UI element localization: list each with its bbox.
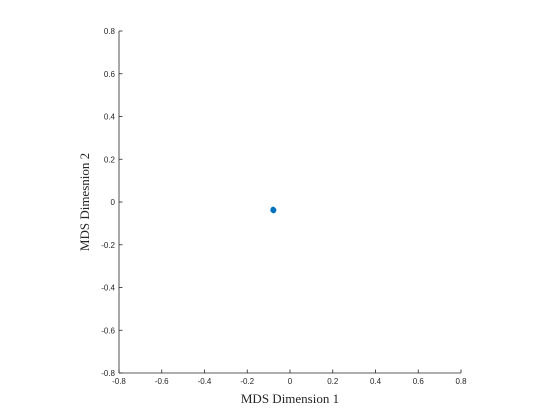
x-tick-label: 0.8	[455, 377, 467, 386]
x-tick-label: 0.4	[370, 377, 382, 386]
y-tick-label: 0.6	[104, 70, 116, 79]
y-tick-label: 0	[111, 198, 116, 207]
x-tick-label: 0	[288, 377, 293, 386]
x-tick-label: 0.2	[327, 377, 339, 386]
data-point	[270, 207, 276, 213]
y-tick-label: -0.6	[101, 326, 115, 335]
x-tick-label: -0.2	[240, 377, 254, 386]
x-tick-label: -0.8	[112, 377, 126, 386]
y-tick-label: -0.4	[101, 284, 115, 293]
y-tick-label: 0.8	[104, 27, 116, 36]
tick-marks: -0.8 -0.6 -0.4 -0.2 0 0.2 0.4 0.6 0.8 -0.8 -0.6 -0.…	[101, 27, 467, 386]
x-axis-title: MDS Dimension 1	[241, 391, 339, 406]
data-points	[270, 206, 277, 214]
y-tick-label: -0.2	[101, 241, 115, 250]
y-tick-label: -0.8	[101, 369, 115, 378]
x-tick-label: -0.4	[198, 377, 212, 386]
x-tick-label: -0.6	[155, 377, 169, 386]
y-tick-label: 0.2	[104, 155, 116, 164]
axes	[118, 31, 461, 374]
y-tick-label: 0.4	[104, 113, 116, 122]
y-axis-title: MDS Dimesnion 2	[77, 153, 92, 251]
x-tick-label: 0.6	[413, 377, 425, 386]
